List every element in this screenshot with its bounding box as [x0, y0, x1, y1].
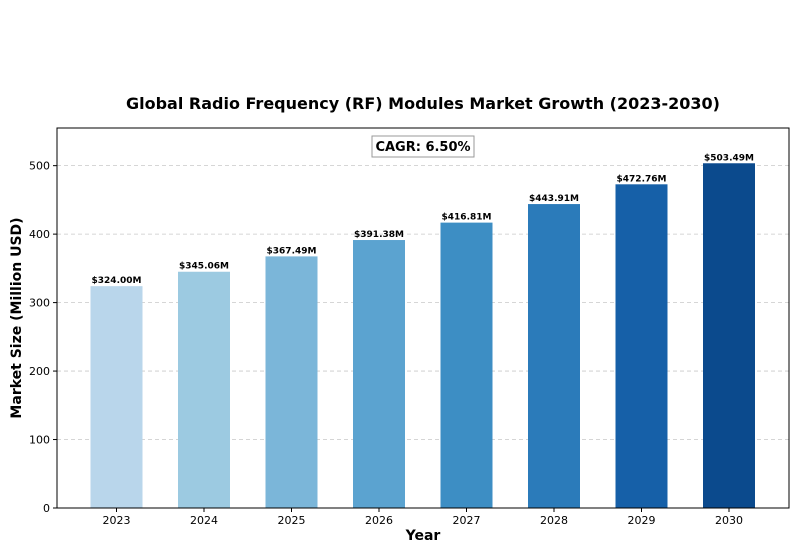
y-tick-label: 300 [29, 297, 50, 310]
y-tick-label: 100 [29, 434, 50, 447]
x-tick-label: 2023 [103, 514, 131, 527]
x-axis-ticks: 2023 2024 2025 2026 2027 2028 2029 2030 [103, 508, 743, 527]
x-tick-label: 2027 [453, 514, 481, 527]
bars [90, 163, 755, 508]
x-tick-label: 2026 [365, 514, 393, 527]
bar-2028 [528, 204, 580, 508]
data-labels: $324.00M $345.06M $367.49M $391.38M $416.81M… [92, 153, 754, 286]
y-axis-ticks: 0 100 200 300 400 500 [29, 160, 57, 515]
cagr-box [371, 135, 475, 158]
bar-2023 [90, 286, 143, 508]
bar-value-label: $391.38M [354, 230, 404, 240]
bar-value-label: $472.76M [617, 174, 667, 184]
x-tick-label: 2024 [190, 514, 218, 527]
y-tick-label: 500 [29, 160, 50, 173]
x-tick-label: 2029 [628, 514, 656, 527]
bar-2024 [178, 271, 230, 508]
bar-2030 [703, 163, 755, 508]
bar-2026 [353, 240, 405, 508]
bar-value-label: $503.49M [704, 153, 754, 163]
x-tick-label: 2025 [278, 514, 306, 527]
y-tick-label: 0 [43, 502, 50, 515]
bar-value-label: $345.06M [179, 262, 229, 272]
cagr-text: CAGR: 6.50% [375, 140, 470, 155]
bar-value-label: $416.81M [442, 213, 492, 223]
bar-value-label: $443.91M [529, 194, 579, 204]
x-axis-label: Year [405, 528, 441, 544]
cagr-annotation: CAGR: 6.50% [371, 135, 475, 158]
bar-value-label: $324.00M [92, 276, 142, 286]
x-tick-label: 2028 [540, 514, 568, 527]
bar-2027 [440, 222, 493, 508]
y-tick-label: 400 [29, 228, 50, 241]
x-tick-label: 2030 [715, 514, 743, 527]
chart-title: Global Radio Frequency (RF) Modules Mark… [126, 94, 720, 113]
plot-frame [56, 127, 790, 509]
y-tick-label: 200 [29, 365, 50, 378]
bar-2029 [615, 184, 668, 508]
y-axis-label: Market Size (Million USD) [9, 217, 25, 418]
grid-lines [57, 165, 789, 440]
bar-value-label: $367.49M [267, 246, 317, 256]
bar-2025 [265, 256, 318, 508]
